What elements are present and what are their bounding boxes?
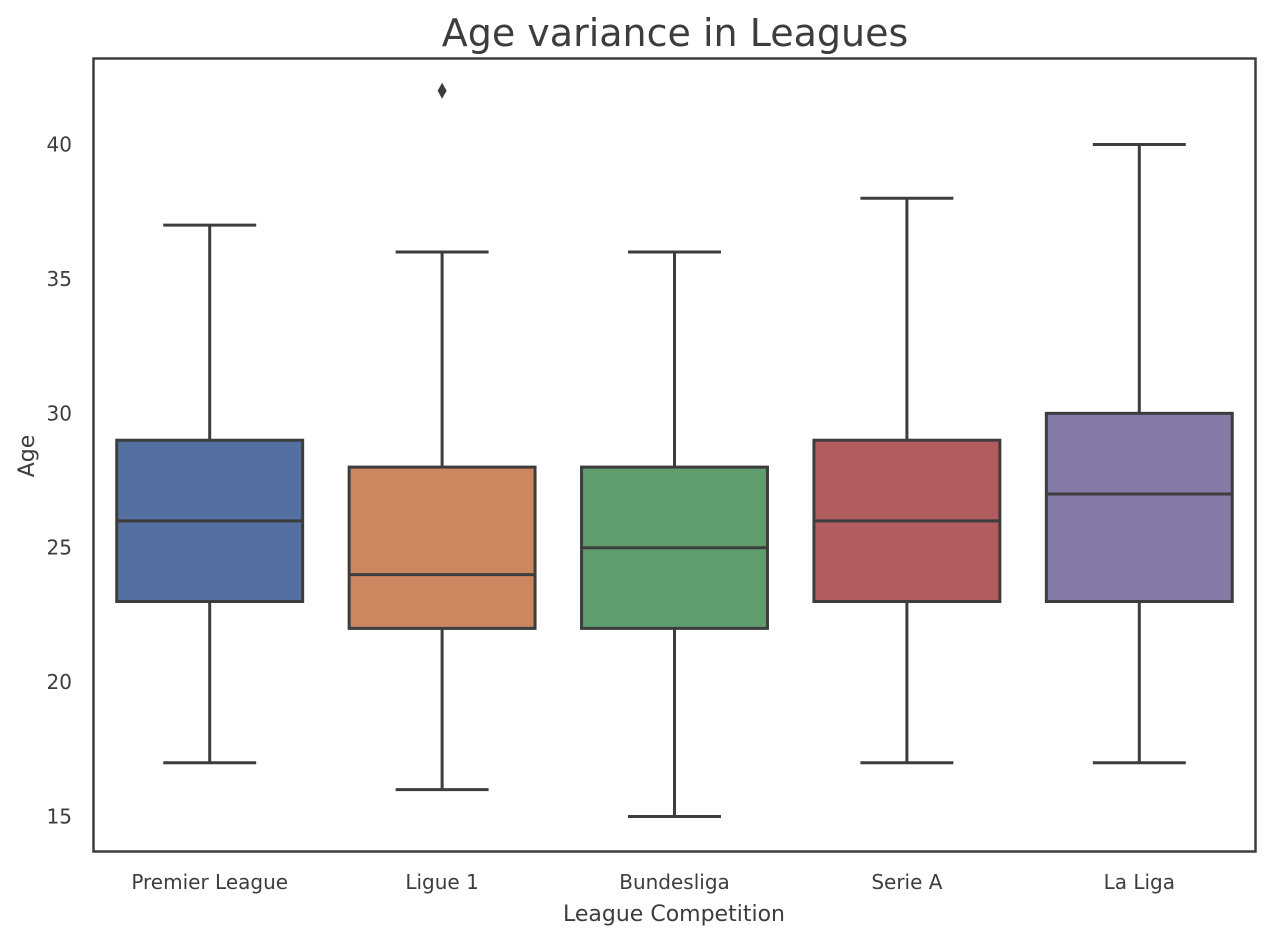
y-tick-label: 25 (47, 536, 72, 560)
y-tick-label: 30 (47, 401, 72, 425)
y-axis-label: Age (15, 435, 40, 478)
plot-area: 15 20 25 30 35 40 Premier League Ligue 1 Bundesl… (47, 82, 1234, 894)
box-iqr (1044, 411, 1234, 604)
plot-frame (92, 57, 1257, 853)
x-tick-label: Premier League (131, 870, 288, 894)
x-tick-label: Bundesliga (619, 870, 730, 894)
y-tick-label: 20 (47, 670, 72, 694)
x-tick-label: Serie A (871, 870, 942, 894)
y-tick-label: 15 (47, 805, 72, 829)
x-tick-label: Ligue 1 (405, 870, 478, 894)
y-tick-label: 40 (47, 133, 72, 157)
box-iqr (347, 465, 537, 630)
y-tick-label: 35 (47, 267, 72, 291)
x-axis-label: League Competition (563, 902, 785, 927)
x-tick-label: La Liga (1104, 870, 1175, 894)
outlier-point (437, 82, 447, 99)
chart-title: Age variance in Leagues (442, 11, 909, 55)
